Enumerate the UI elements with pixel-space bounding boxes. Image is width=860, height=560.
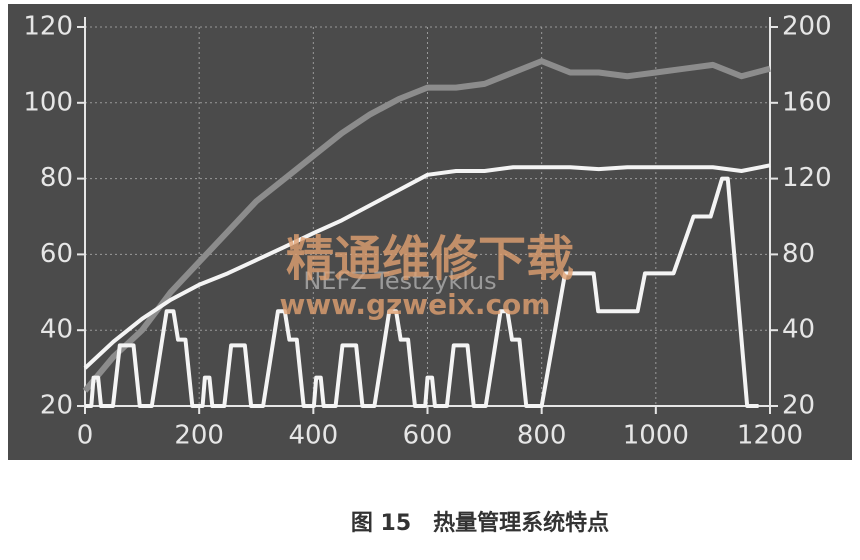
y2-tick-label: 40 [782, 315, 815, 345]
x-tick-label: 200 [174, 421, 224, 451]
caption: 图 15 热量管理系统特点 [351, 510, 609, 536]
x-tick-label: 400 [289, 421, 339, 451]
plot-panel [8, 4, 852, 460]
y-tick-label: 120 [23, 12, 73, 42]
watermark-url: www.gzweix.com [280, 288, 551, 321]
y2-tick-label: 20 [782, 391, 815, 421]
y-tick-label: 80 [40, 163, 73, 193]
y-tick-label: 60 [40, 239, 73, 269]
y2-tick-label: 80 [782, 239, 815, 269]
y2-tick-label: 120 [782, 163, 832, 193]
series-line [83, 163, 771, 370]
x-tick-label: 0 [77, 421, 94, 451]
x-tick-label: 1200 [737, 421, 803, 451]
watermark: 精通维修下载 [286, 231, 574, 287]
annotation: NEFZ Testzyklus [303, 267, 496, 295]
y-tick-label: 40 [40, 315, 73, 345]
x-tick-label: 600 [403, 421, 453, 451]
y2-tick-label: 160 [782, 87, 832, 117]
x-tick-label: 1000 [623, 421, 689, 451]
y-tick-label: 100 [23, 87, 73, 117]
y-tick-label: 20 [40, 391, 73, 421]
y2-tick-label: 200 [782, 12, 832, 42]
series-line [85, 176, 759, 408]
series-line [82, 58, 771, 393]
x-tick-label: 800 [517, 421, 567, 451]
